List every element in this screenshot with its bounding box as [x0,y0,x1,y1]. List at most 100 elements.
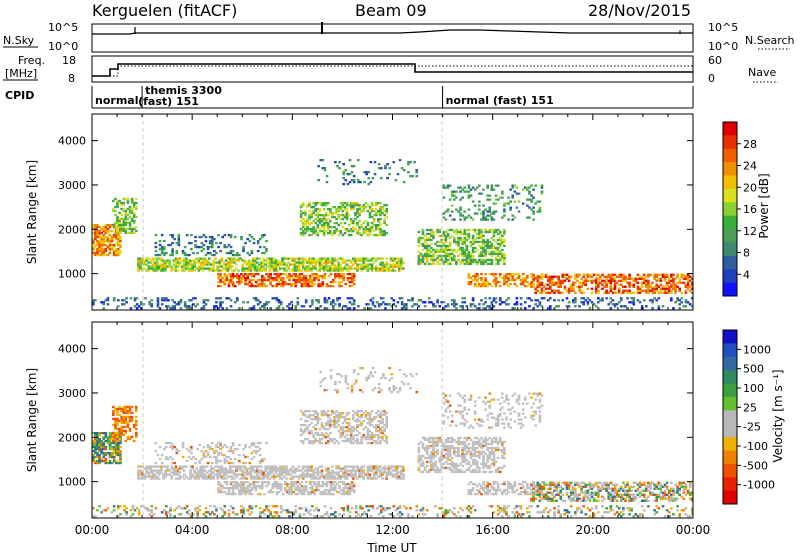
range-cell [321,492,325,496]
range-cell [653,297,656,300]
range-cell [325,492,329,496]
range-cell [164,469,167,472]
range-cell [104,435,108,439]
range-cell [116,409,119,413]
range-cell [326,435,330,439]
range-cell [377,467,380,470]
range-cell [427,250,431,254]
range-cell [137,465,140,468]
range-cell [486,250,490,254]
range-cell [352,221,355,225]
range-cell [400,477,403,480]
range-cell [160,471,163,474]
range-cell [314,231,318,235]
range-cell [277,482,281,486]
range-cell [619,279,623,282]
range-cell [170,475,174,478]
range-cell [370,477,374,480]
range-cell [288,272,291,276]
range-cell [432,262,435,266]
range-cell [347,269,351,272]
range-cell [649,283,652,286]
range-cell [218,475,222,478]
range-cell [246,251,250,255]
range-cell [292,276,295,280]
range-cell [281,471,284,474]
range-cell [511,307,515,310]
range-cell [281,473,284,476]
range-cell [567,305,571,308]
range-cell [246,272,250,276]
range-cell [603,275,606,278]
range-cell [461,307,464,310]
range-cell [368,477,372,480]
range-cell [254,480,258,484]
range-cell [465,238,469,242]
range-cell [114,225,117,229]
range-cell [345,471,349,474]
range-cell [436,244,439,248]
range-cell [453,303,456,306]
range-cell [385,475,389,478]
range-cell [118,413,121,417]
range-cell [571,281,575,284]
range-cell [325,480,329,484]
range-cell [128,209,132,213]
range-cell [160,249,164,253]
range-cell [438,254,442,258]
range-cell [247,261,251,264]
range-cell [262,261,265,264]
range-cell [116,419,119,423]
range-cell [473,282,477,286]
range-cell [157,471,161,474]
range-cell [649,299,652,302]
range-cell [126,199,130,203]
range-cell [486,238,490,242]
range-cell [368,412,372,415]
range-cell [349,267,353,270]
range-cell [268,267,272,270]
range-cell [292,278,295,282]
range-cell [322,233,326,237]
range-cell [467,214,471,217]
range-cell [400,265,403,268]
range-cell [126,207,130,211]
range-cell [306,467,309,470]
range-cell [323,299,327,302]
range-cell [155,263,159,266]
range-cell [370,441,374,445]
range-cell [459,252,462,256]
range-cell [341,233,345,237]
range-cell [119,449,122,453]
range-cell [567,279,571,282]
range-cell [187,269,190,272]
range-cell [329,269,332,272]
range-cell [322,435,326,439]
range-cell [229,482,233,486]
range-cell [486,244,490,248]
range-cell [189,263,192,266]
range-cell [197,261,201,264]
range-cell [379,263,382,266]
range-cell [530,275,533,278]
range-cell [352,425,355,429]
range-cell [385,210,389,213]
range-cell [490,236,494,240]
range-cell [221,484,224,488]
range-cell [274,467,278,470]
range-cell [488,240,492,244]
range-cell [210,267,213,270]
range-cell [150,303,154,306]
range-cell [102,453,106,457]
range-cell [640,307,644,310]
range-cell [314,467,318,470]
range-cell [653,289,656,292]
range-cell [354,465,357,468]
range-cell [337,414,341,417]
range-cell [306,425,309,429]
range-cell [92,441,95,445]
range-cell [356,425,359,429]
range-cell [201,465,205,468]
range-cell [665,281,669,284]
range-cell [249,473,253,476]
